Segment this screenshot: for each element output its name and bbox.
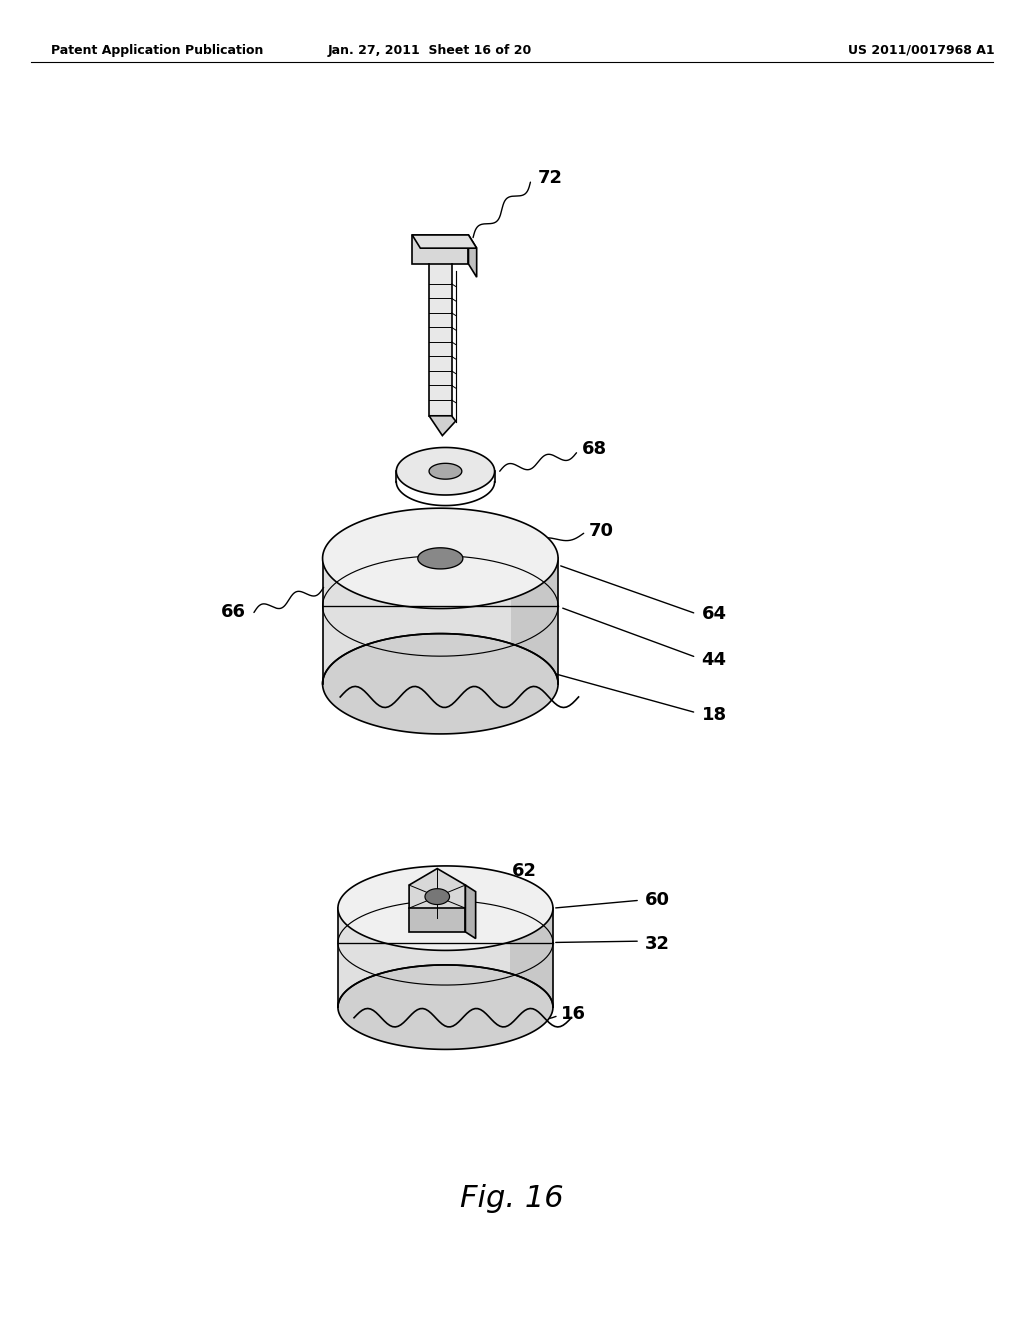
Polygon shape	[429, 463, 462, 479]
Polygon shape	[511, 558, 558, 684]
Text: Fig. 16: Fig. 16	[460, 1184, 564, 1213]
Text: 44: 44	[701, 651, 726, 669]
Text: Jan. 27, 2011  Sheet 16 of 20: Jan. 27, 2011 Sheet 16 of 20	[328, 44, 532, 57]
Text: 64: 64	[701, 605, 726, 623]
Text: 18: 18	[701, 706, 727, 725]
Text: 66: 66	[221, 603, 246, 622]
Text: 32: 32	[645, 935, 670, 953]
Polygon shape	[425, 888, 450, 904]
Polygon shape	[323, 634, 558, 734]
Polygon shape	[409, 908, 465, 932]
Polygon shape	[338, 965, 553, 1049]
Polygon shape	[323, 508, 558, 609]
Text: 68: 68	[582, 440, 607, 458]
Polygon shape	[412, 235, 477, 248]
Polygon shape	[469, 235, 477, 277]
Polygon shape	[338, 866, 553, 950]
Polygon shape	[429, 264, 452, 416]
Text: 62: 62	[512, 862, 537, 880]
Polygon shape	[338, 908, 553, 1007]
Polygon shape	[323, 558, 558, 684]
Text: 16: 16	[561, 1005, 586, 1023]
Text: 70: 70	[589, 521, 613, 540]
Text: US 2011/0017968 A1: US 2011/0017968 A1	[848, 44, 995, 57]
Polygon shape	[412, 235, 469, 264]
Polygon shape	[465, 884, 475, 939]
Polygon shape	[510, 908, 553, 1007]
Polygon shape	[418, 548, 463, 569]
Polygon shape	[396, 447, 495, 495]
Text: Patent Application Publication: Patent Application Publication	[51, 44, 263, 57]
Polygon shape	[429, 416, 456, 436]
Text: 72: 72	[538, 169, 562, 187]
Polygon shape	[409, 869, 465, 919]
Text: 60: 60	[645, 891, 670, 909]
